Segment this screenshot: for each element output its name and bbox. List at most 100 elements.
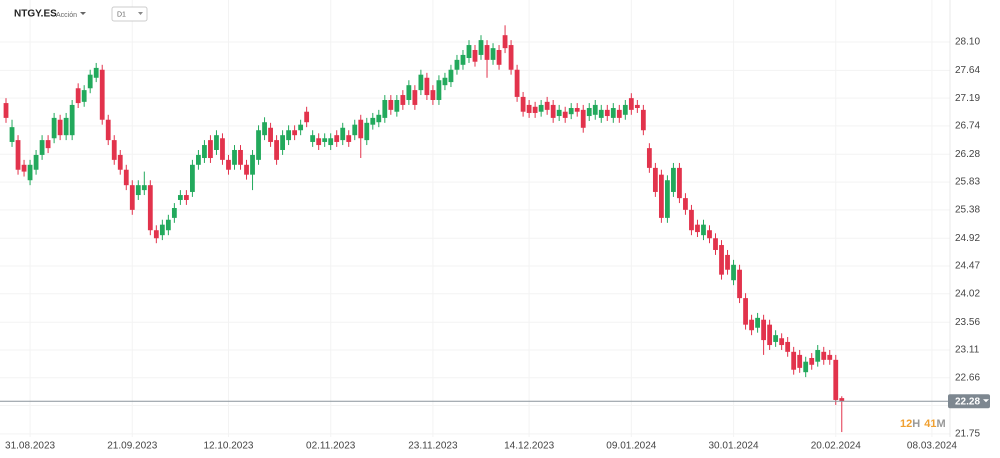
- candle-body: [532, 106, 538, 113]
- candle-body: [177, 195, 183, 200]
- candle-body: [544, 101, 550, 110]
- candle-body: [442, 77, 448, 86]
- price-label: 22.28: [955, 396, 980, 407]
- candle-body: [502, 35, 508, 49]
- candle-body: [3, 103, 9, 118]
- candle-body: [310, 135, 316, 142]
- candle-body: [15, 140, 21, 170]
- candle-body: [490, 48, 496, 60]
- candle-body: [202, 145, 207, 159]
- candle-body: [725, 254, 730, 270]
- candle-body: [268, 127, 273, 142]
- candle-body: [226, 159, 231, 170]
- candle-body: [580, 109, 586, 128]
- candle-body: [33, 154, 39, 170]
- candle-body: [803, 361, 809, 373]
- candle-body: [87, 74, 93, 89]
- candle-body: [767, 324, 773, 346]
- y-tick-label: 25.38: [955, 204, 980, 215]
- candle-body: [111, 140, 117, 160]
- candle-body: [809, 357, 815, 365]
- candle-body: [466, 45, 472, 59]
- candle-body: [821, 351, 827, 360]
- x-tick-label: 23.11.2023: [408, 441, 458, 452]
- y-tick-label: 21.75: [955, 429, 980, 440]
- candle-body: [773, 335, 779, 342]
- candle-body: [183, 195, 189, 200]
- candle-body: [695, 224, 700, 233]
- candle-body: [394, 99, 400, 112]
- candle-body: [75, 88, 81, 104]
- candle-body: [256, 130, 261, 160]
- x-tick-label: 08.03.2024: [907, 441, 957, 452]
- candle-body: [99, 69, 105, 120]
- x-tick-label: 02.11.2023: [306, 441, 356, 452]
- candle-body: [538, 104, 544, 112]
- candle-body: [346, 135, 352, 142]
- candle-body: [220, 138, 225, 160]
- countdown-minutes-unit: M: [936, 418, 945, 430]
- candle-body: [755, 317, 760, 328]
- candle-body: [785, 341, 791, 352]
- candle-body: [190, 164, 195, 192]
- price-arrow: [983, 399, 989, 403]
- y-tick-label: 27.64: [955, 65, 980, 76]
- candle-body: [286, 130, 292, 141]
- candle-body: [833, 359, 839, 400]
- y-tick-label: 25.83: [955, 177, 980, 188]
- candle-body: [262, 122, 267, 136]
- symbol-dropdown[interactable]: [80, 12, 86, 15]
- candle-body: [214, 135, 219, 150]
- x-tick-label: 21.09.2023: [107, 441, 157, 452]
- candle-body: [382, 99, 388, 118]
- candle-body: [586, 108, 592, 117]
- y-tick-label: 22.66: [955, 372, 980, 383]
- candle-body: [21, 164, 27, 172]
- y-tick-label: 26.74: [955, 121, 980, 132]
- candle-body: [165, 219, 171, 231]
- candle-body: [526, 104, 532, 113]
- candle-body: [478, 40, 484, 55]
- candle-body: [45, 140, 51, 149]
- candle-body: [652, 167, 658, 192]
- candle-body: [568, 108, 574, 115]
- candle-body: [123, 169, 129, 186]
- candle-body: [57, 119, 63, 136]
- candle-body: [334, 135, 340, 142]
- y-tick-label: 24.47: [955, 261, 980, 272]
- candle-body: [196, 154, 201, 165]
- candle-body: [496, 49, 502, 65]
- x-tick-label: 09.01.2024: [606, 441, 656, 452]
- candle-body: [232, 149, 237, 165]
- y-tick-label: 27.19: [955, 93, 980, 104]
- y-tick-label: 24.92: [955, 233, 980, 244]
- candle-body: [105, 119, 111, 141]
- candle-body: [63, 117, 69, 136]
- candle-body: [520, 96, 526, 112]
- price-label-box: [948, 394, 990, 409]
- candle-body: [598, 109, 604, 118]
- candle-body: [69, 104, 75, 136]
- candle-body: [406, 85, 412, 100]
- x-tick-label: 20.02.2024: [811, 441, 861, 452]
- countdown-hours: 12: [900, 418, 912, 430]
- candle-body: [484, 45, 490, 60]
- candle-body: [677, 167, 682, 199]
- candle-body: [424, 77, 430, 96]
- candle-body: [628, 98, 634, 110]
- candle-body: [117, 154, 123, 170]
- candle-body: [622, 104, 628, 115]
- candle-body: [364, 122, 370, 141]
- candle-body: [376, 114, 382, 123]
- candle-body: [574, 108, 580, 112]
- candle-body: [208, 140, 213, 159]
- candle-body: [244, 164, 249, 175]
- candle-body: [436, 80, 442, 100]
- timeframe-select[interactable]: [111, 6, 148, 22]
- candle-body: [352, 124, 358, 136]
- timeframe: D1: [117, 11, 126, 18]
- y-tick-label: 28.10: [955, 37, 980, 48]
- candle-body: [418, 74, 424, 91]
- candle-body: [701, 224, 706, 236]
- candle-body: [683, 198, 688, 210]
